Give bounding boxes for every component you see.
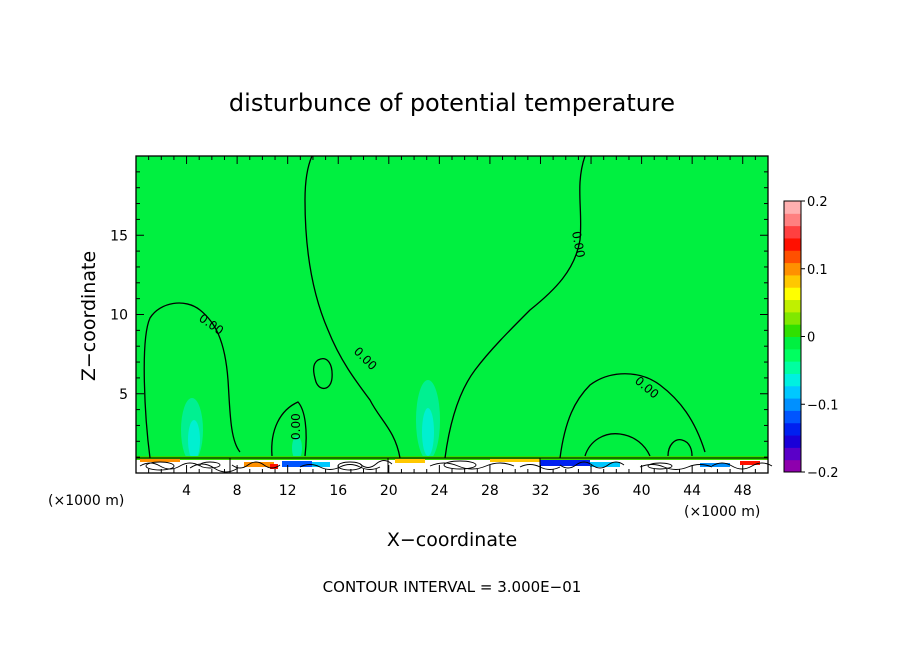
x-tick-label: 12 (279, 483, 297, 499)
y-tick-label: 10 (110, 308, 128, 324)
surface-band-red-1 (270, 464, 278, 469)
colorbar-segment (784, 336, 801, 350)
surface-band-orange-4 (490, 459, 540, 462)
colorbar-segment (784, 213, 801, 227)
colorbar-segment (784, 385, 801, 399)
colorbar-segment (784, 324, 801, 337)
colorbar-segment (784, 237, 801, 251)
colorbar-segment (784, 447, 801, 461)
contour-label-3: 0.00 (569, 230, 587, 259)
x-tick-label: 28 (481, 483, 499, 499)
colorbar-tick-label: 0.1 (807, 263, 828, 278)
y-axis-label: Z−coordinate (78, 251, 100, 381)
colorbar-segment (784, 299, 801, 313)
contour-east-small-dome-1 (584, 433, 651, 457)
surface-band-orange-3 (395, 459, 425, 463)
x-axis: 4 8 12 16 20 24 28 32 36 40 44 48 (148, 156, 756, 499)
contour-center-right (444, 155, 586, 459)
colorbar-segment (784, 422, 801, 436)
contour-center-column (304, 155, 401, 459)
surface-eddy-1 (145, 461, 175, 471)
chart-title: disturbunce of potential temperature (229, 89, 675, 117)
contour-east-dome (559, 373, 706, 459)
surface-band-cyan-2 (590, 462, 620, 467)
surface-band-orange-2 (244, 462, 274, 467)
surface-eddy-5 (647, 462, 673, 470)
colorbar-segment (784, 274, 801, 288)
colorbar: 0.2 0.1 0 −0.1 −0.2 (783, 195, 839, 481)
colorbar-segment (784, 398, 801, 411)
colorbar-segment (784, 250, 801, 264)
x-tick-label: 48 (734, 483, 752, 499)
surface-band-blue-1 (282, 461, 312, 467)
contour-label-5: 0.00 (289, 413, 303, 440)
x-tick-label: 36 (582, 483, 600, 499)
y-tick-label: 5 (119, 387, 128, 403)
surface-band-orange-1 (140, 459, 180, 462)
x-tick-label: 24 (430, 483, 448, 499)
surface-band-red-2 (740, 461, 760, 465)
x-axis-label: X−coordinate (387, 529, 517, 551)
colorbar-tick-label: −0.1 (807, 398, 839, 413)
colorbar-segment (784, 361, 801, 374)
contour-small-dome (271, 401, 307, 457)
x-tick-label: 20 (380, 483, 398, 499)
surface-band-blue-3 (700, 463, 730, 467)
x-unit-left: (×1000 m) (48, 493, 124, 509)
colorbar-segment (784, 348, 801, 362)
colorbar-segment (784, 287, 801, 301)
colorbar-segment (784, 311, 801, 325)
colorbar-tick-label: 0.2 (807, 195, 828, 210)
x-tick-label: 44 (683, 483, 701, 499)
plot-area: 0.00 0.00 0.00 0.00 0.00 4 8 12 16 20 24 28 32 3… (110, 155, 773, 499)
surface-band-blue-2 (540, 460, 590, 466)
colorbar-segment (784, 435, 801, 448)
surface-boundary-layer (136, 456, 773, 473)
surface-eddy-2 (199, 461, 221, 469)
negative-anomaly-center-core (422, 408, 434, 456)
contour-east-small-dome-2 (667, 439, 693, 457)
contour-small-oval (312, 358, 333, 389)
colorbar-tick-label: −0.2 (807, 466, 839, 481)
colorbar-segment (784, 225, 801, 239)
negative-anomaly-west-core (188, 420, 200, 460)
x-tick-label: 40 (633, 483, 651, 499)
colorbar-segment (784, 373, 801, 387)
colorbar-segment (784, 410, 801, 424)
surface-eddy-4 (443, 460, 477, 470)
surface-band-cyan-1 (312, 462, 330, 467)
colorbar-tick-label: 0 (807, 331, 815, 346)
colorbar-segment (784, 459, 801, 473)
colorbar-segment (784, 201, 801, 214)
x-tick-label: 4 (182, 483, 191, 499)
y-tick-label: 15 (110, 228, 128, 244)
negative-anomaly-small (292, 436, 302, 460)
x-unit-right: (×1000 m) (684, 504, 760, 520)
contour-west-dome (143, 302, 241, 459)
x-tick-label: 16 (329, 483, 347, 499)
zero-contours (143, 155, 706, 459)
y-axis: 5 10 15 (110, 171, 768, 458)
x-tick-label: 8 (233, 483, 242, 499)
x-tick-label: 32 (532, 483, 550, 499)
colorbar-segment (784, 262, 801, 276)
contour-interval-text: CONTOUR INTERVAL = 3.000E−01 (323, 578, 582, 596)
